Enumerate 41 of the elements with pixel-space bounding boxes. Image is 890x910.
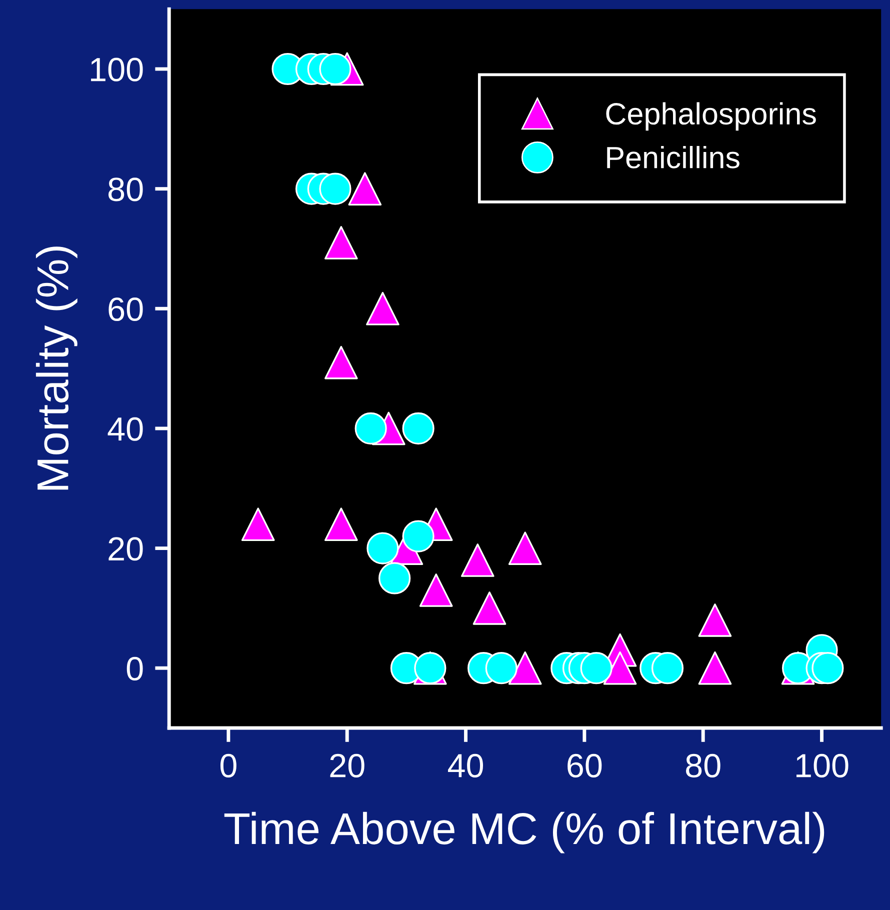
point (472, 592, 506, 625)
point (366, 292, 400, 326)
point (324, 226, 358, 260)
point (603, 651, 637, 685)
point (319, 172, 352, 205)
point (324, 508, 358, 541)
point (378, 562, 411, 594)
x-tick-label: 60 (568, 754, 602, 778)
y-axis-title: Mortality (%) (36, 246, 78, 490)
legend-label: Cephalosporins (606, 102, 816, 131)
point (402, 412, 434, 445)
point (580, 652, 612, 684)
x-tick-label: 100 (796, 754, 848, 778)
point (698, 603, 732, 637)
legend-label: Penicillins (607, 146, 740, 168)
y-tick-label: 40 (108, 417, 143, 441)
point (241, 508, 275, 541)
point (419, 574, 453, 607)
point (324, 346, 358, 380)
point (460, 544, 494, 577)
x-tick-label: 80 (686, 754, 720, 778)
point (508, 651, 542, 685)
y-tick-label: 20 (108, 537, 143, 561)
x-tick-label: 40 (448, 754, 484, 778)
x-tick-label: 20 (330, 754, 364, 778)
point (698, 651, 732, 685)
y-tick-label: 80 (108, 178, 143, 202)
y-tick-label: 100 (91, 58, 143, 82)
point (508, 532, 542, 565)
point (366, 532, 399, 564)
x-tick-label: 0 (220, 754, 236, 778)
point (812, 652, 844, 684)
point (485, 652, 518, 684)
point (354, 412, 387, 445)
x-axis-title: Time Above MC (% of Interval) (224, 812, 824, 854)
point (651, 652, 684, 684)
y-tick-label: 0 (126, 656, 143, 680)
y-tick-label: 60 (108, 297, 143, 322)
point (319, 52, 352, 86)
point (402, 520, 434, 552)
point (348, 172, 382, 206)
